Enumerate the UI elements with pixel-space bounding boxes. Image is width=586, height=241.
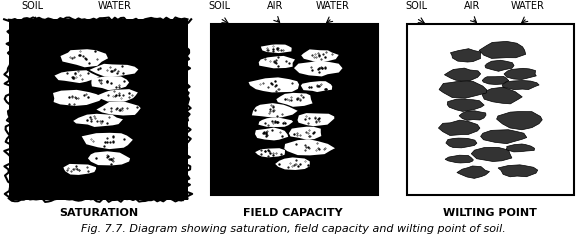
Polygon shape xyxy=(54,70,100,83)
Polygon shape xyxy=(252,103,298,118)
Polygon shape xyxy=(457,166,489,178)
Polygon shape xyxy=(506,144,534,152)
Polygon shape xyxy=(90,64,138,77)
Polygon shape xyxy=(255,148,285,157)
Polygon shape xyxy=(284,139,335,155)
Polygon shape xyxy=(98,89,138,102)
Polygon shape xyxy=(60,49,108,67)
Text: WATER: WATER xyxy=(97,1,131,11)
Polygon shape xyxy=(301,49,339,62)
Bar xyxy=(9,19,188,200)
Polygon shape xyxy=(91,76,129,90)
Polygon shape xyxy=(248,77,299,93)
Polygon shape xyxy=(451,49,481,62)
Polygon shape xyxy=(459,111,486,120)
Text: WATER: WATER xyxy=(315,1,349,11)
Polygon shape xyxy=(294,60,342,76)
Polygon shape xyxy=(261,44,292,53)
Polygon shape xyxy=(63,164,96,175)
Bar xyxy=(211,24,378,195)
Text: SOIL: SOIL xyxy=(209,1,231,11)
Polygon shape xyxy=(496,112,542,130)
Polygon shape xyxy=(471,147,512,161)
Text: SATURATION: SATURATION xyxy=(59,208,138,218)
Polygon shape xyxy=(97,101,141,115)
Polygon shape xyxy=(298,113,335,126)
Polygon shape xyxy=(447,99,484,111)
Text: AIR: AIR xyxy=(464,1,480,11)
Polygon shape xyxy=(53,90,103,106)
Text: Fig. 7.7. Diagram showing saturation, field capacity and wilting point of soil.: Fig. 7.7. Diagram showing saturation, fi… xyxy=(81,224,505,234)
Bar xyxy=(407,24,574,195)
Polygon shape xyxy=(301,81,332,92)
Polygon shape xyxy=(73,114,123,127)
Polygon shape xyxy=(444,68,481,81)
Polygon shape xyxy=(445,155,473,163)
Polygon shape xyxy=(498,165,538,177)
Polygon shape xyxy=(485,60,514,71)
Polygon shape xyxy=(502,80,539,90)
Polygon shape xyxy=(275,157,310,170)
Text: AIR: AIR xyxy=(267,1,284,11)
Polygon shape xyxy=(258,56,295,68)
Text: WILTING POINT: WILTING POINT xyxy=(443,208,537,218)
Text: WATER: WATER xyxy=(510,1,544,11)
Text: FIELD CAPACITY: FIELD CAPACITY xyxy=(243,208,343,218)
Polygon shape xyxy=(277,93,312,107)
Polygon shape xyxy=(482,87,522,104)
Polygon shape xyxy=(289,127,321,140)
Polygon shape xyxy=(479,41,526,58)
Polygon shape xyxy=(439,80,487,98)
Polygon shape xyxy=(88,151,130,165)
Text: SOIL: SOIL xyxy=(21,1,43,11)
Polygon shape xyxy=(438,120,480,135)
Text: SOIL: SOIL xyxy=(405,1,427,11)
Polygon shape xyxy=(446,138,477,148)
Polygon shape xyxy=(481,130,527,144)
Polygon shape xyxy=(255,127,288,141)
Polygon shape xyxy=(81,133,133,149)
Polygon shape xyxy=(258,117,293,127)
Polygon shape xyxy=(504,68,536,80)
Polygon shape xyxy=(482,76,509,85)
